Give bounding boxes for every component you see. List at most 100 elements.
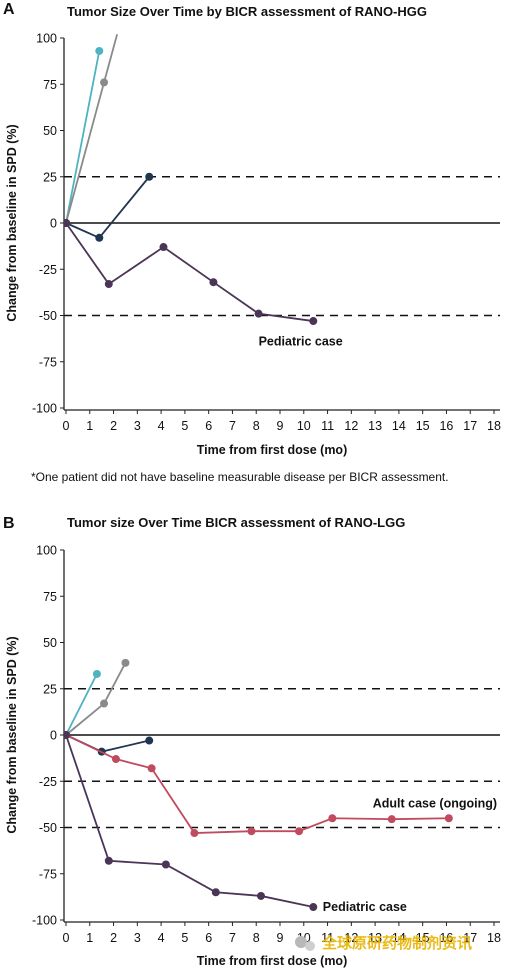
y-tick-label: 0	[50, 729, 57, 743]
annotation: Pediatric case	[259, 334, 343, 348]
x-tick-label: 18	[487, 419, 501, 433]
x-tick-label: 6	[205, 419, 212, 433]
data-point	[247, 827, 256, 836]
series-line	[65, 734, 314, 908]
x-tick-label: 3	[134, 419, 141, 433]
y-tick-label: 100	[36, 32, 57, 46]
y-tick-label: 50	[43, 124, 57, 138]
x-tick-label: 10	[297, 419, 311, 433]
x-tick-label: 6	[205, 931, 212, 945]
chart-title: Tumor Size Over Time by BICR assessment …	[67, 4, 427, 19]
y-tick-label: -25	[39, 263, 57, 277]
data-point	[254, 309, 263, 318]
data-point	[111, 755, 120, 764]
x-tick-label: 11	[321, 419, 334, 433]
y-tick-label: 75	[43, 78, 57, 92]
data-point	[444, 814, 453, 823]
annotation: Pediatric case	[323, 900, 407, 914]
y-tick-label: 25	[43, 170, 57, 184]
x-tick-label: 8	[253, 419, 260, 433]
data-point	[95, 233, 104, 242]
series-line	[65, 673, 98, 736]
data-point	[209, 278, 218, 287]
data-point	[159, 243, 168, 252]
watermark-text: 全球原研药物制剂资讯	[321, 934, 472, 952]
data-point	[104, 280, 113, 289]
series-line	[65, 50, 101, 224]
data-point	[309, 317, 318, 326]
x-tick-label: 4	[158, 931, 165, 945]
data-point	[328, 814, 337, 823]
x-tick-label: 16	[439, 931, 453, 945]
y-tick-label: -100	[32, 402, 57, 416]
data-point	[121, 658, 130, 667]
y-tick-label: -25	[39, 775, 57, 789]
series-line	[65, 222, 314, 322]
data-point	[256, 891, 265, 900]
x-tick-label: 4	[158, 419, 165, 433]
y-tick-label: 50	[43, 636, 57, 650]
x-tick-label: 12	[344, 931, 358, 945]
x-tick-label: 5	[181, 931, 188, 945]
x-tick-label: 3	[134, 931, 141, 945]
series-line	[65, 176, 150, 239]
series-group	[64, 34, 318, 326]
x-tick-label: 17	[463, 931, 477, 945]
data-point	[64, 731, 70, 739]
y-tick-label: -100	[32, 914, 57, 928]
panel-letter: B	[3, 515, 15, 532]
data-point	[190, 829, 199, 838]
y-axis-label: Change from baseline in SPD (%)	[5, 636, 19, 833]
panel-b-chart: B Tumor size Over Time BICR assessment of…	[3, 515, 501, 968]
x-tick-label: 2	[110, 419, 117, 433]
x-tick-label: 7	[229, 419, 236, 433]
x-tick-label: 9	[277, 419, 284, 433]
y-tick-label: -75	[39, 867, 57, 881]
x-tick-label: 14	[392, 931, 406, 945]
x-axis-label: Time from first dose (mo)	[197, 443, 347, 457]
y-tick-label: -50	[39, 821, 57, 835]
x-tick-label: 11	[321, 931, 334, 945]
data-point	[211, 888, 220, 897]
y-tick-label: 25	[43, 682, 57, 696]
data-point	[295, 827, 304, 836]
footnote: *One patient did not have baseline measu…	[31, 470, 449, 484]
series-line	[65, 34, 118, 224]
data-point	[145, 172, 154, 181]
watermark: 全球原研药物制剂资讯	[295, 934, 472, 952]
x-tick-label: 2	[110, 931, 117, 945]
data-point	[64, 219, 70, 227]
x-tick-label: 8	[253, 931, 260, 945]
data-point	[387, 815, 396, 824]
chart-title: Tumor size Over Time BICR assessment of …	[67, 515, 405, 530]
x-tick-label: 13	[368, 419, 382, 433]
annotation: Adult case (ongoing)	[373, 796, 497, 810]
x-tick-label: 17	[463, 419, 477, 433]
x-tick-label: 15	[416, 419, 430, 433]
data-point	[145, 736, 154, 745]
data-point	[104, 856, 113, 865]
x-tick-label: 1	[86, 419, 93, 433]
y-tick-label: 75	[43, 590, 57, 604]
panel-letter: A	[3, 1, 15, 18]
x-tick-label: 16	[439, 419, 453, 433]
data-point	[161, 860, 170, 869]
y-tick-label: 0	[50, 217, 57, 231]
data-point	[309, 903, 318, 912]
x-tick-label: 13	[368, 931, 382, 945]
x-tick-label: 5	[181, 419, 188, 433]
y-tick-label: 100	[36, 544, 57, 558]
x-tick-label: 9	[277, 931, 284, 945]
data-point	[147, 764, 156, 773]
x-tick-label: 15	[416, 931, 430, 945]
x-axis-label: Time from first dose (mo)	[197, 954, 347, 968]
x-tick-label: 0	[63, 931, 70, 945]
data-point	[95, 46, 104, 55]
x-tick-label: 14	[392, 419, 406, 433]
x-tick-label: 1	[86, 931, 93, 945]
series-line	[65, 734, 150, 753]
panel-a-chart: A Tumor Size Over Time by BICR assessment…	[3, 1, 501, 457]
y-axis-label: Change from baseline in SPD (%)	[5, 124, 19, 321]
x-tick-label: 7	[229, 931, 236, 945]
